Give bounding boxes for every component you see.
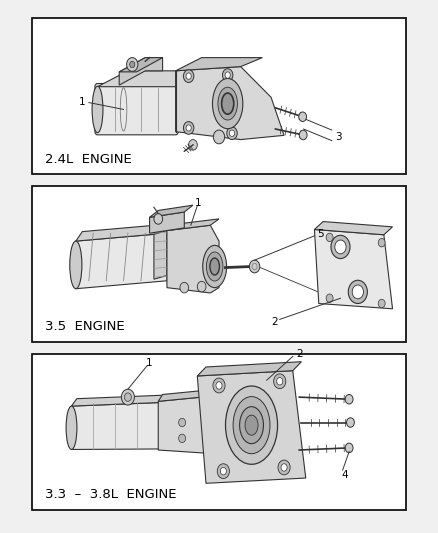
Circle shape <box>352 285 364 299</box>
Circle shape <box>127 58 138 71</box>
Circle shape <box>345 394 353 404</box>
Polygon shape <box>150 212 184 233</box>
Ellipse shape <box>226 386 278 464</box>
Ellipse shape <box>240 407 264 443</box>
Circle shape <box>179 418 186 427</box>
Text: 2: 2 <box>271 317 278 327</box>
Text: 1: 1 <box>195 198 201 208</box>
Circle shape <box>346 418 354 427</box>
Ellipse shape <box>245 415 258 435</box>
Circle shape <box>277 377 283 385</box>
Circle shape <box>180 282 189 293</box>
Circle shape <box>121 389 134 405</box>
Circle shape <box>252 263 257 270</box>
Polygon shape <box>119 58 162 72</box>
Circle shape <box>225 72 230 78</box>
Polygon shape <box>314 222 392 235</box>
Polygon shape <box>150 205 193 217</box>
Polygon shape <box>158 390 206 401</box>
Ellipse shape <box>206 252 223 281</box>
Circle shape <box>378 238 385 247</box>
Polygon shape <box>158 397 206 453</box>
Circle shape <box>124 393 131 401</box>
Ellipse shape <box>70 241 82 289</box>
Text: 3.3  –  3.8L  ENGINE: 3.3 – 3.8L ENGINE <box>46 488 177 502</box>
Polygon shape <box>154 231 167 279</box>
Polygon shape <box>71 402 162 449</box>
Circle shape <box>186 73 191 79</box>
Ellipse shape <box>66 406 77 449</box>
Circle shape <box>184 70 194 83</box>
Ellipse shape <box>210 258 219 275</box>
FancyBboxPatch shape <box>95 84 178 135</box>
Circle shape <box>220 467 226 475</box>
Circle shape <box>326 233 333 241</box>
Ellipse shape <box>218 87 237 120</box>
Circle shape <box>230 130 235 136</box>
Ellipse shape <box>233 397 270 454</box>
Text: 1: 1 <box>146 358 153 368</box>
Circle shape <box>217 464 230 479</box>
Circle shape <box>179 434 186 442</box>
Polygon shape <box>176 67 284 140</box>
Polygon shape <box>176 58 262 71</box>
Circle shape <box>299 112 307 122</box>
Circle shape <box>335 240 346 254</box>
Circle shape <box>345 443 353 453</box>
Circle shape <box>216 382 222 389</box>
Circle shape <box>184 122 194 134</box>
Polygon shape <box>314 230 392 309</box>
Bar <box>32 18 406 174</box>
Circle shape <box>227 127 237 140</box>
Circle shape <box>326 294 333 302</box>
Circle shape <box>223 69 233 82</box>
Bar <box>32 185 406 342</box>
Polygon shape <box>76 224 173 241</box>
Polygon shape <box>119 58 162 85</box>
Text: 3: 3 <box>335 132 342 142</box>
Ellipse shape <box>222 93 234 114</box>
Circle shape <box>213 130 225 144</box>
Circle shape <box>274 374 286 389</box>
Polygon shape <box>167 225 219 293</box>
Ellipse shape <box>203 245 226 288</box>
Circle shape <box>348 280 367 303</box>
Circle shape <box>154 214 162 224</box>
Polygon shape <box>76 233 167 289</box>
Circle shape <box>299 130 307 140</box>
Circle shape <box>378 300 385 308</box>
Polygon shape <box>197 362 301 376</box>
Circle shape <box>278 460 290 475</box>
Text: 1: 1 <box>79 96 86 107</box>
Polygon shape <box>167 219 219 231</box>
Circle shape <box>186 125 191 131</box>
Circle shape <box>197 281 206 292</box>
Text: 3.5  ENGINE: 3.5 ENGINE <box>46 320 125 333</box>
Circle shape <box>189 140 197 150</box>
Ellipse shape <box>212 78 243 129</box>
Polygon shape <box>197 370 306 483</box>
Text: 2.4L  ENGINE: 2.4L ENGINE <box>46 152 132 166</box>
Ellipse shape <box>92 86 103 133</box>
Text: 5: 5 <box>318 229 324 239</box>
Circle shape <box>249 260 260 273</box>
Polygon shape <box>71 395 168 406</box>
Circle shape <box>281 464 287 471</box>
Circle shape <box>213 378 225 393</box>
Text: 4: 4 <box>342 471 348 480</box>
Text: 2: 2 <box>296 349 303 359</box>
Circle shape <box>130 61 135 68</box>
Bar <box>32 354 406 510</box>
Circle shape <box>331 235 350 259</box>
Polygon shape <box>98 71 197 87</box>
